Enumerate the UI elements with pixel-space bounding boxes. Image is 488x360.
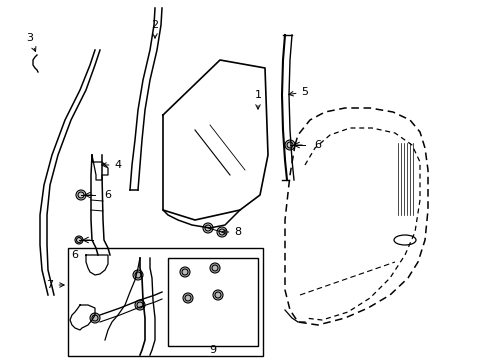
- Circle shape: [135, 300, 145, 310]
- Bar: [168, 258, 258, 346]
- Bar: [68, 248, 263, 356]
- Text: 4: 4: [102, 160, 122, 170]
- Circle shape: [203, 223, 213, 233]
- Text: 1: 1: [254, 90, 261, 109]
- Text: 8: 8: [222, 227, 241, 237]
- Circle shape: [90, 313, 100, 323]
- Text: 3: 3: [26, 33, 36, 51]
- Circle shape: [285, 140, 294, 150]
- Text: 5: 5: [288, 87, 308, 97]
- Text: 7: 7: [46, 280, 64, 290]
- Circle shape: [209, 263, 220, 273]
- Circle shape: [217, 227, 226, 237]
- Text: 6: 6: [314, 140, 321, 150]
- Text: 6: 6: [71, 250, 79, 260]
- Circle shape: [75, 236, 83, 244]
- Circle shape: [183, 293, 193, 303]
- Text: 6: 6: [104, 190, 111, 200]
- Circle shape: [180, 267, 190, 277]
- Text: 9: 9: [209, 345, 216, 355]
- Circle shape: [76, 190, 86, 200]
- Text: 2: 2: [151, 20, 158, 38]
- Circle shape: [133, 270, 142, 280]
- Circle shape: [213, 290, 223, 300]
